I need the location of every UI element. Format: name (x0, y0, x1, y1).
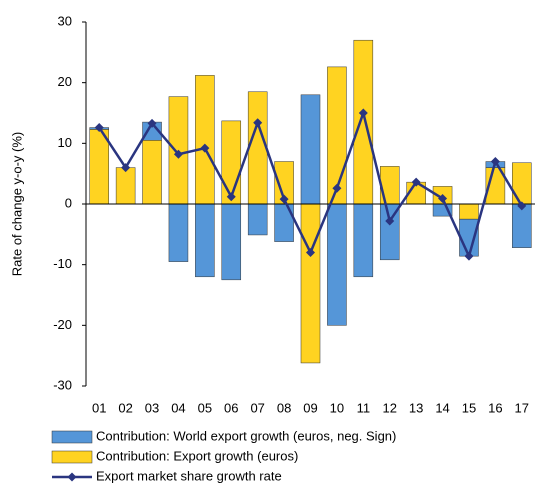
bar (195, 75, 215, 205)
x-tick-label: 10 (330, 400, 344, 415)
marker (306, 248, 315, 258)
bar (512, 203, 532, 248)
bar (327, 66, 347, 205)
legend-label: Contribution: Export growth (euros) (96, 448, 298, 463)
x-tick-label: 17 (515, 400, 529, 415)
bar (300, 94, 321, 205)
x-tick-label: 12 (383, 400, 397, 415)
legend-label: Contribution: World export growth (euros… (96, 428, 396, 443)
bar (353, 39, 374, 205)
marker (94, 123, 104, 133)
legend-label: Export market share growth rate (96, 468, 282, 483)
x-tick-label: 11 (357, 400, 371, 415)
bar (247, 203, 268, 236)
x-tick-label: 09 (303, 400, 317, 415)
x-tick-label: 14 (435, 400, 449, 415)
y-tick-label: 10 (58, 135, 72, 150)
bar (459, 218, 479, 257)
marker (253, 118, 263, 128)
marker (173, 149, 183, 159)
bar (221, 120, 242, 205)
marker (200, 143, 210, 153)
bar (247, 91, 268, 205)
y-tick-label: 30 (58, 13, 72, 28)
x-tick-label: 13 (409, 400, 423, 415)
y-tick-label: 0 (65, 195, 72, 210)
marker (332, 183, 342, 193)
y-tick-label: -10 (53, 256, 72, 271)
bar (512, 162, 532, 205)
bar (353, 203, 374, 278)
marker (226, 192, 236, 202)
bar (327, 203, 347, 326)
legend-swatch (51, 430, 93, 444)
marker (517, 201, 527, 211)
x-tick-label: 02 (118, 400, 132, 415)
marker (438, 194, 448, 204)
marker (147, 118, 157, 128)
x-tick-label: 16 (488, 400, 502, 415)
marker (358, 108, 368, 118)
x-tick-label: 03 (145, 400, 159, 415)
x-tick-label: 05 (198, 400, 212, 415)
marker (464, 251, 474, 261)
legend-marker (67, 472, 77, 482)
x-tick-label: 06 (224, 400, 238, 415)
marker (279, 194, 289, 204)
y-tick-label: 20 (58, 74, 72, 89)
x-tick-label: 08 (277, 400, 291, 415)
y-tick-label: -30 (53, 377, 72, 392)
x-tick-label: 15 (462, 400, 476, 415)
x-tick-label: 01 (92, 400, 106, 415)
y-axis-label: Rate of change y-o-y (%) (9, 132, 24, 277)
legend-swatch (51, 450, 93, 464)
marker (411, 177, 421, 187)
bar (168, 203, 189, 262)
marker (121, 163, 131, 173)
bar (459, 203, 479, 220)
bar (195, 203, 215, 278)
marker (385, 216, 395, 226)
y-tick-label: -20 (53, 317, 72, 332)
x-tick-label: 04 (171, 400, 185, 415)
marker (490, 157, 500, 167)
bar (115, 167, 136, 205)
bar (221, 203, 242, 281)
bar (274, 203, 294, 242)
bar (89, 129, 109, 205)
bar (142, 140, 162, 205)
bar (300, 203, 321, 364)
x-tick-label: 07 (250, 400, 264, 415)
